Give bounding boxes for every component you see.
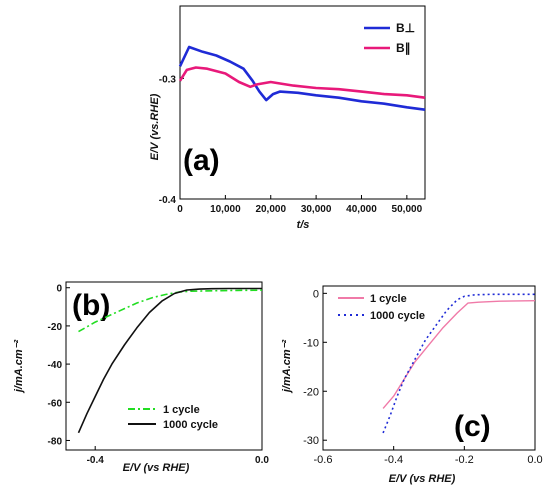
- x-tick-label: 30,000: [301, 204, 332, 215]
- panel-c-y-axis-label: j/mA.cm⁻²: [281, 340, 293, 395]
- panel-b-x-axis-label: E/V (vs RHE): [123, 462, 190, 474]
- x-tick-label: 0.0: [527, 454, 542, 466]
- panel-c-x-axis-label: E/V (vs RHE): [389, 473, 456, 485]
- panel-a-legend: B⊥ B∥: [364, 21, 415, 55]
- panel-a-chart: E/V (vs.RHE) t/s (a) 0 10,000 20,000 30,000…: [149, 5, 426, 231]
- legend-label-1-cycle: 1 cycle: [370, 293, 407, 305]
- y-tick-label: -80: [48, 436, 63, 447]
- y-tick-label: -40: [48, 360, 63, 371]
- panel-c-chart: j/mA.cm⁻² E/V (vs RHE) (c) -0.6 -0.4 -0.2 0…: [281, 285, 543, 485]
- series-line-1: [382, 300, 536, 409]
- panel-a-y-axis-label: E/V (vs.RHE): [149, 93, 161, 160]
- y-tick-label: -30: [303, 435, 319, 447]
- x-tick-label: 50,000: [392, 204, 423, 215]
- x-tick-label: 10,000: [210, 204, 241, 215]
- series-line-1: [178, 45, 426, 111]
- legend-label-b-par: B∥: [396, 41, 411, 55]
- legend-label-1000-cycle: 1000 cycle: [370, 310, 425, 322]
- x-tick-label: -0.4: [87, 455, 105, 466]
- panel-c-legend: 1 cycle 1000 cycle: [338, 293, 425, 322]
- y-tick-label: 0: [313, 288, 319, 300]
- x-tick-label: 40,000: [346, 204, 377, 215]
- y-tick-label: -0.3: [159, 74, 177, 85]
- panel-c-plot-frame: [322, 285, 536, 451]
- panel-b-label: (b): [72, 289, 110, 322]
- panel-b-plot-frame: [65, 281, 263, 451]
- panel-b-y-axis-label: j/mA.cm⁻²: [13, 340, 25, 395]
- y-tick-label: -20: [303, 386, 319, 398]
- panel-a-plot-frame: [179, 5, 426, 200]
- panel-b-chart: j/mA.cm⁻² E/V (vs RHE) (b) -0.4 0.0 0 -20 -4…: [13, 281, 269, 474]
- y-tick-label: -10: [303, 337, 319, 349]
- y-tick-label: -0.4: [159, 195, 177, 206]
- y-tick-label: -20: [48, 322, 63, 333]
- x-tick-label: 0: [177, 204, 183, 215]
- panel-a-label: (a): [183, 144, 220, 177]
- legend-label-b-perp: B⊥: [396, 21, 415, 35]
- series-line-1: [78, 289, 263, 333]
- panel-a-x-axis-label: t/s: [297, 219, 310, 231]
- legend-label-1000-cycle: 1000 cycle: [163, 419, 218, 431]
- series-line-2: [77, 287, 262, 434]
- panel-c-label: (c): [454, 410, 491, 443]
- x-tick-label: -0.6: [314, 454, 333, 466]
- legend-label-1-cycle: 1 cycle: [163, 404, 200, 416]
- panel-b-legend: 1 cycle 1000 cycle: [128, 404, 218, 431]
- series-line-2: [178, 66, 426, 99]
- x-tick-label: 0.0: [255, 455, 269, 466]
- x-tick-label: -0.2: [455, 454, 474, 466]
- y-tick-label: -60: [48, 398, 63, 409]
- x-tick-label: -0.4: [384, 454, 403, 466]
- x-tick-label: 20,000: [255, 204, 286, 215]
- y-tick-label: 0: [56, 284, 62, 295]
